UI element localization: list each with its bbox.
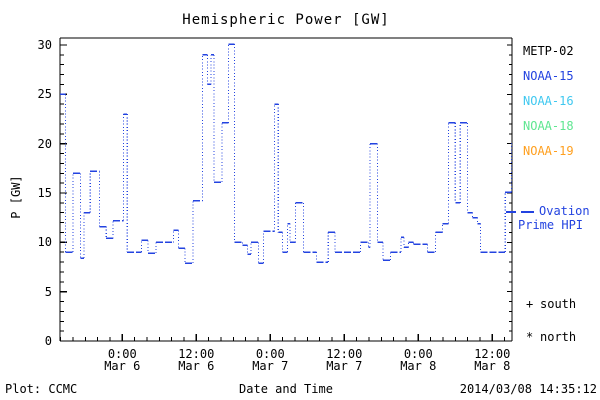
- legend-marker-south: + south: [526, 297, 576, 311]
- y-tick-label: 10: [37, 235, 52, 250]
- y-tick-label: 25: [37, 87, 52, 102]
- x-tick-label: 0:00 Mar 6: [86, 348, 158, 372]
- y-tick-label: 5: [44, 284, 52, 299]
- x-tick-date: Mar 7: [252, 359, 289, 373]
- ovation-label-line1: Ovation: [539, 204, 590, 218]
- plot-timestamp: 2014/03/08 14:35:12: [459, 382, 597, 396]
- x-tick-label: 12:00 Mar 6: [160, 348, 232, 372]
- y-tick-label: 30: [37, 38, 52, 52]
- legend-ovation-prime-hpi: Ovation Prime HPI: [518, 204, 590, 232]
- x-tick-label: 0:00 Mar 8: [382, 348, 454, 372]
- x-tick-date: Mar 8: [474, 359, 511, 373]
- y-tick-label: 0: [44, 334, 52, 348]
- x-tick-date: Mar 7: [326, 359, 363, 373]
- marker-symbol-north: *: [526, 330, 534, 344]
- plot-credit: Plot: CCMC: [5, 382, 78, 396]
- y-tick-label: 20: [37, 136, 52, 151]
- marker-label-south: south: [540, 297, 577, 311]
- x-tick-time: 0:00: [403, 347, 433, 361]
- x-tick-date: Mar 6: [178, 359, 215, 373]
- x-tick-date: Mar 6: [104, 359, 141, 373]
- chart-title: Hemispheric Power [GW]: [182, 12, 390, 28]
- ovation-label-line2: Prime HPI: [518, 218, 584, 232]
- x-tick-time: 12:00: [326, 347, 363, 361]
- legend-satellite-noaa-19: NOAA-19: [523, 144, 574, 158]
- x-tick-time: 0:00: [107, 347, 137, 361]
- y-tick-label: 15: [37, 186, 52, 200]
- x-axis-title: Date and Time: [239, 382, 333, 396]
- legend-satellite-metp-02: METP-02: [523, 44, 574, 58]
- x-tick-label: 12:00 Mar 8: [456, 348, 528, 372]
- marker-symbol-south: +: [526, 297, 534, 311]
- legend-satellite-noaa-16: NOAA-16: [523, 94, 574, 108]
- x-tick-time: 12:00: [474, 347, 511, 361]
- marker-label-north: north: [540, 330, 577, 344]
- legend-satellite-noaa-18: NOAA-18: [523, 119, 574, 133]
- ovation-line-sample: [506, 211, 516, 213]
- legend-satellite-noaa-15: NOAA-15: [523, 69, 574, 83]
- x-tick-time: 12:00: [178, 347, 215, 361]
- x-tick-date: Mar 8: [400, 359, 437, 373]
- ovation-line-sample: [521, 211, 534, 213]
- legend-marker-north: * north: [526, 330, 576, 344]
- x-tick-label: 12:00 Mar 7: [308, 348, 380, 372]
- x-tick-time: 0:00: [255, 347, 285, 361]
- x-tick-label: 0:00 Mar 7: [234, 348, 306, 372]
